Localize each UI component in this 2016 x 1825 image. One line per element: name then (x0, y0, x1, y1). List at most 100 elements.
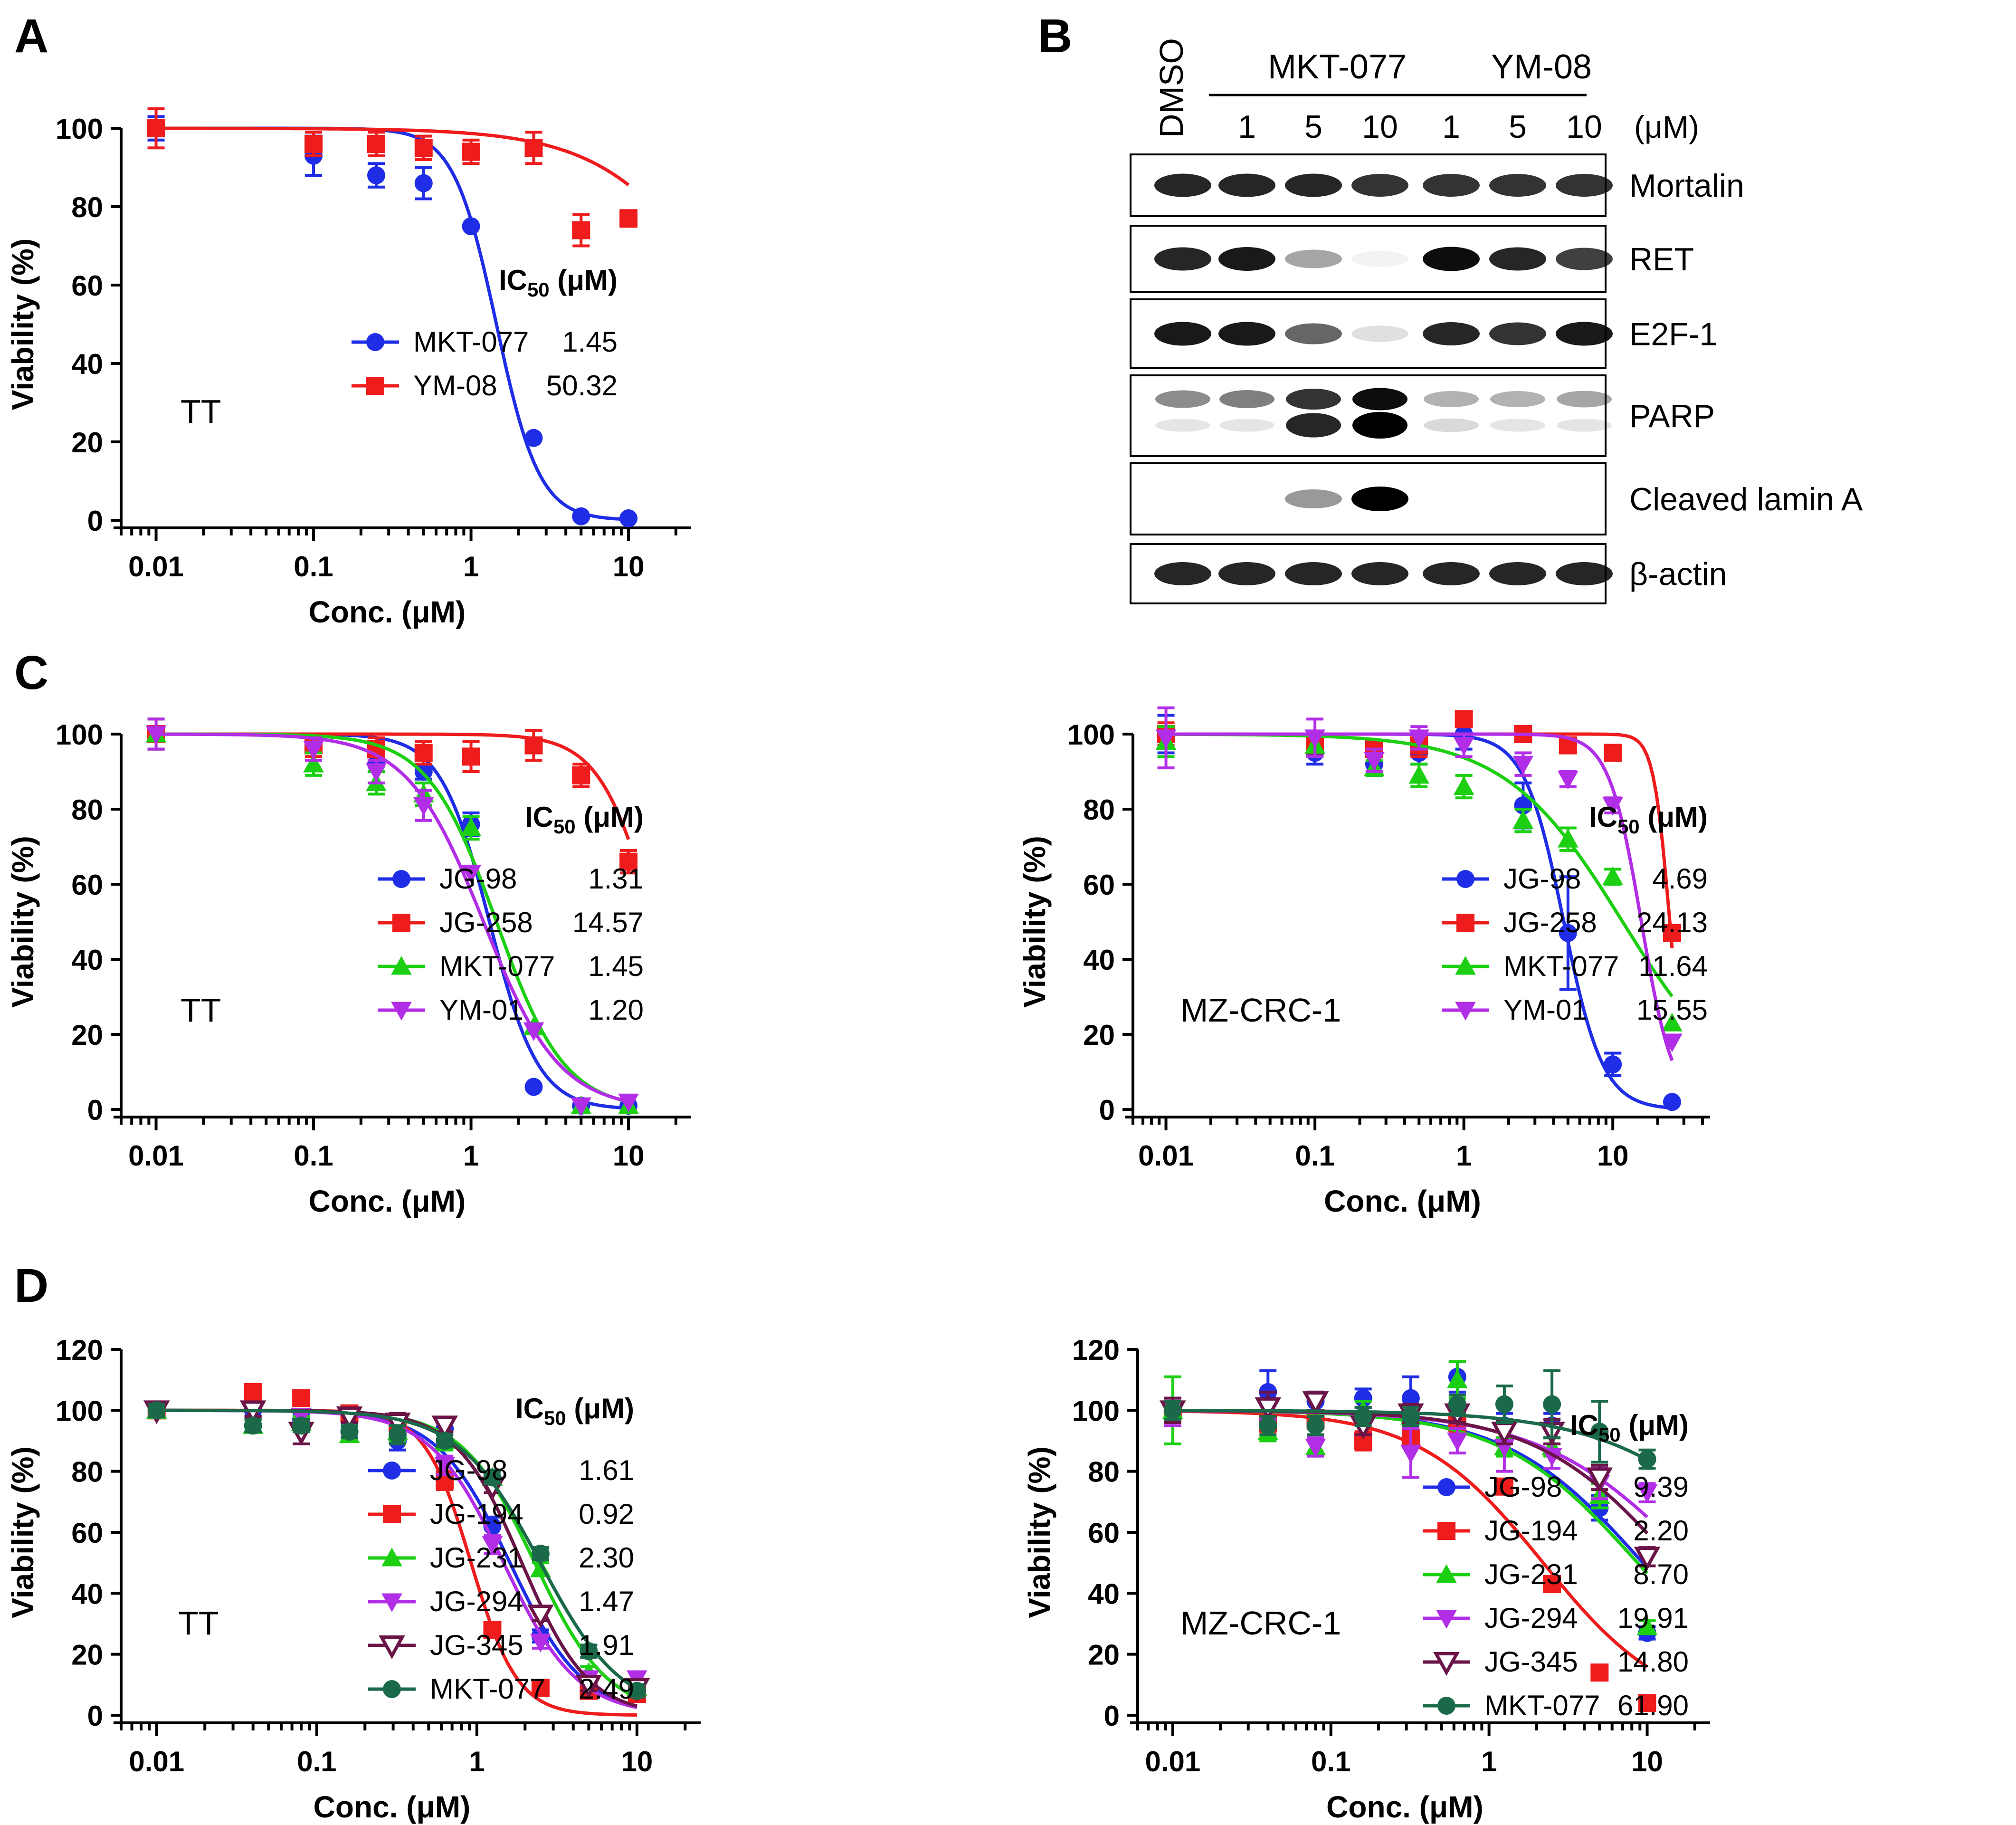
data-point-mkt-077 (1638, 1450, 1656, 1468)
blot-band (1557, 419, 1612, 432)
legend-ic50-jg-294: 19.91 (1617, 1602, 1689, 1634)
blot-band (1490, 419, 1545, 432)
data-point-ym-01 (618, 1093, 639, 1113)
blot-band (1423, 247, 1480, 271)
data-point-jg-194 (483, 1621, 502, 1639)
y-tick-label: 60 (71, 869, 103, 901)
blot-band (1352, 388, 1407, 411)
lane-label-2: 5 (1304, 109, 1322, 145)
legend-ic50-mkt-077: 2.49 (579, 1673, 634, 1705)
data-point-jg-194 (1543, 1575, 1561, 1594)
series-mkt-077 (1163, 1369, 1656, 1470)
legend: IC50 (μM)JG-98 4.69 JG-258 24.13 MKT-077 11.6… (1442, 801, 1708, 1026)
data-point-jg-345 (1302, 1391, 1329, 1415)
data-point-mkt-077 (1401, 1407, 1420, 1426)
x-tick-label: 0.1 (297, 1746, 336, 1777)
data-point-jg-294 (1636, 1484, 1658, 1503)
x-axis-label: Conc. (μM) (309, 595, 466, 629)
blot-band (1154, 562, 1211, 585)
group-label-ym-08: YM-08 (1491, 48, 1592, 86)
lane-label-4: 1 (1442, 109, 1460, 145)
data-point-mkt-077 (1662, 1013, 1683, 1032)
legend-name-mkt-077: MKT-077 (439, 950, 555, 982)
y-axis-label: Viability (%) (6, 836, 40, 1008)
data-point-jg-258 (1604, 744, 1622, 762)
y-tick-label: 40 (71, 348, 103, 380)
blot-band (1424, 418, 1479, 432)
y-tick-label: 20 (71, 427, 103, 459)
blot-band (1351, 325, 1408, 342)
y-tick-label: 40 (71, 1578, 103, 1610)
legend-name-jg-98: JG-98 (1484, 1471, 1562, 1503)
legend-ic50-jg-194: 0.92 (579, 1498, 634, 1530)
legend-ic50-jg-98: 1.61 (579, 1454, 634, 1486)
data-point-jg-98 (1559, 924, 1577, 942)
blot-band (1155, 419, 1210, 432)
chart-d-tt: 0 20 40 60 80 100 120 0.01 0.1 1 10 Conc. (μM) Viabi… (6, 1334, 701, 1824)
blot-band (1219, 390, 1274, 408)
y-tick-label: 80 (71, 794, 103, 826)
group-label-mkt-077: MKT-077 (1268, 48, 1407, 86)
legend-marker-ym-01 (391, 1002, 412, 1021)
lane-label-1: 1 (1238, 109, 1256, 145)
data-point-mkt-077 (628, 1682, 646, 1700)
cell-line-label: TT (181, 393, 221, 430)
data-point-jg-194 (244, 1383, 262, 1401)
legend-marker-jg-345 (1433, 1652, 1460, 1676)
data-point-jg-194 (1638, 1694, 1656, 1712)
x-tick-label: 1 (463, 1140, 479, 1172)
legend-name-jg-294: JG-294 (430, 1586, 523, 1617)
data-point-ym-01 (1408, 729, 1430, 748)
legend-marker-ym-01 (1455, 1002, 1476, 1021)
y-tick-label: 40 (1083, 944, 1115, 976)
legend-ic50-jg-231: 2.30 (579, 1542, 634, 1574)
legend-marker-jg-194 (1437, 1522, 1455, 1540)
legend-name-jg-345: JG-345 (430, 1629, 523, 1661)
cell-line-label: MZ-CRC-1 (1180, 1605, 1341, 1642)
x-tick-label: 0.01 (1145, 1746, 1200, 1777)
y-tick-label: 40 (71, 944, 103, 976)
legend-ic50-jg-345: 1.91 (579, 1629, 634, 1661)
legend-marker-jg-258 (392, 914, 410, 932)
blot-band (1285, 562, 1342, 585)
western-blot: DMSO MKT-077 YM-081 5 10 1 5 10 (μM)MortalinRETE… (1130, 38, 1863, 604)
y-axis-label: Viability (%) (6, 1446, 40, 1618)
data-point-jg-345 (527, 1605, 554, 1629)
data-point-mkt-077 (1590, 1423, 1609, 1441)
data-point-mkt-077 (1408, 765, 1430, 784)
legend-ic50-ym-08: 50.32 (546, 370, 618, 401)
data-point-mkt-077 (1495, 1395, 1513, 1414)
data-point-ym-08 (414, 139, 433, 157)
y-tick-label: 120 (56, 1334, 103, 1366)
data-point-ym-08 (462, 143, 480, 161)
x-tick-label: 1 (1456, 1140, 1472, 1172)
legend-name-jg-194: JG-194 (1484, 1515, 1578, 1547)
data-point-jg-294 (1446, 1433, 1468, 1452)
blot-row-label-e2f-1: E2F-1 (1629, 316, 1717, 353)
x-tick-label: 10 (613, 551, 645, 583)
blot-band (1556, 322, 1613, 346)
legend-name-jg-258: JG-258 (439, 907, 533, 938)
y-axis-label: Viability (%) (1018, 836, 1052, 1008)
panel-label-d: D (14, 1259, 48, 1312)
data-point-mkt-077 (580, 1642, 598, 1661)
data-point-mkt-077 (1453, 776, 1474, 795)
y-tick-label: 80 (71, 1456, 103, 1488)
legend-name-jg-98: JG-98 (1503, 863, 1581, 895)
data-point-mkt-077 (1602, 866, 1624, 885)
legend-marker-jg-98 (1456, 870, 1474, 888)
blot-band (1155, 390, 1210, 408)
data-point-ym-01 (303, 741, 324, 760)
legend-marker-jg-294 (381, 1593, 402, 1612)
series-mkt-077 (147, 1401, 646, 1700)
blot-band (1154, 173, 1211, 197)
data-point-mkt-077 (340, 1423, 359, 1441)
data-point-mkt-077 (460, 817, 482, 836)
chart-c-mz-crc-1: 0 20 40 60 80 100 0.01 0.1 1 10 Conc. (μM) Viabilit… (1018, 706, 1710, 1218)
fit-curve-mkt-077 (156, 732, 629, 1104)
x-tick-label: 10 (613, 1140, 645, 1172)
data-point-jg-294 (1305, 1438, 1326, 1458)
legend-marker-jg-98 (392, 870, 410, 888)
y-axis-label: Viability (%) (1022, 1446, 1056, 1618)
y-tick-label: 0 (87, 505, 103, 537)
